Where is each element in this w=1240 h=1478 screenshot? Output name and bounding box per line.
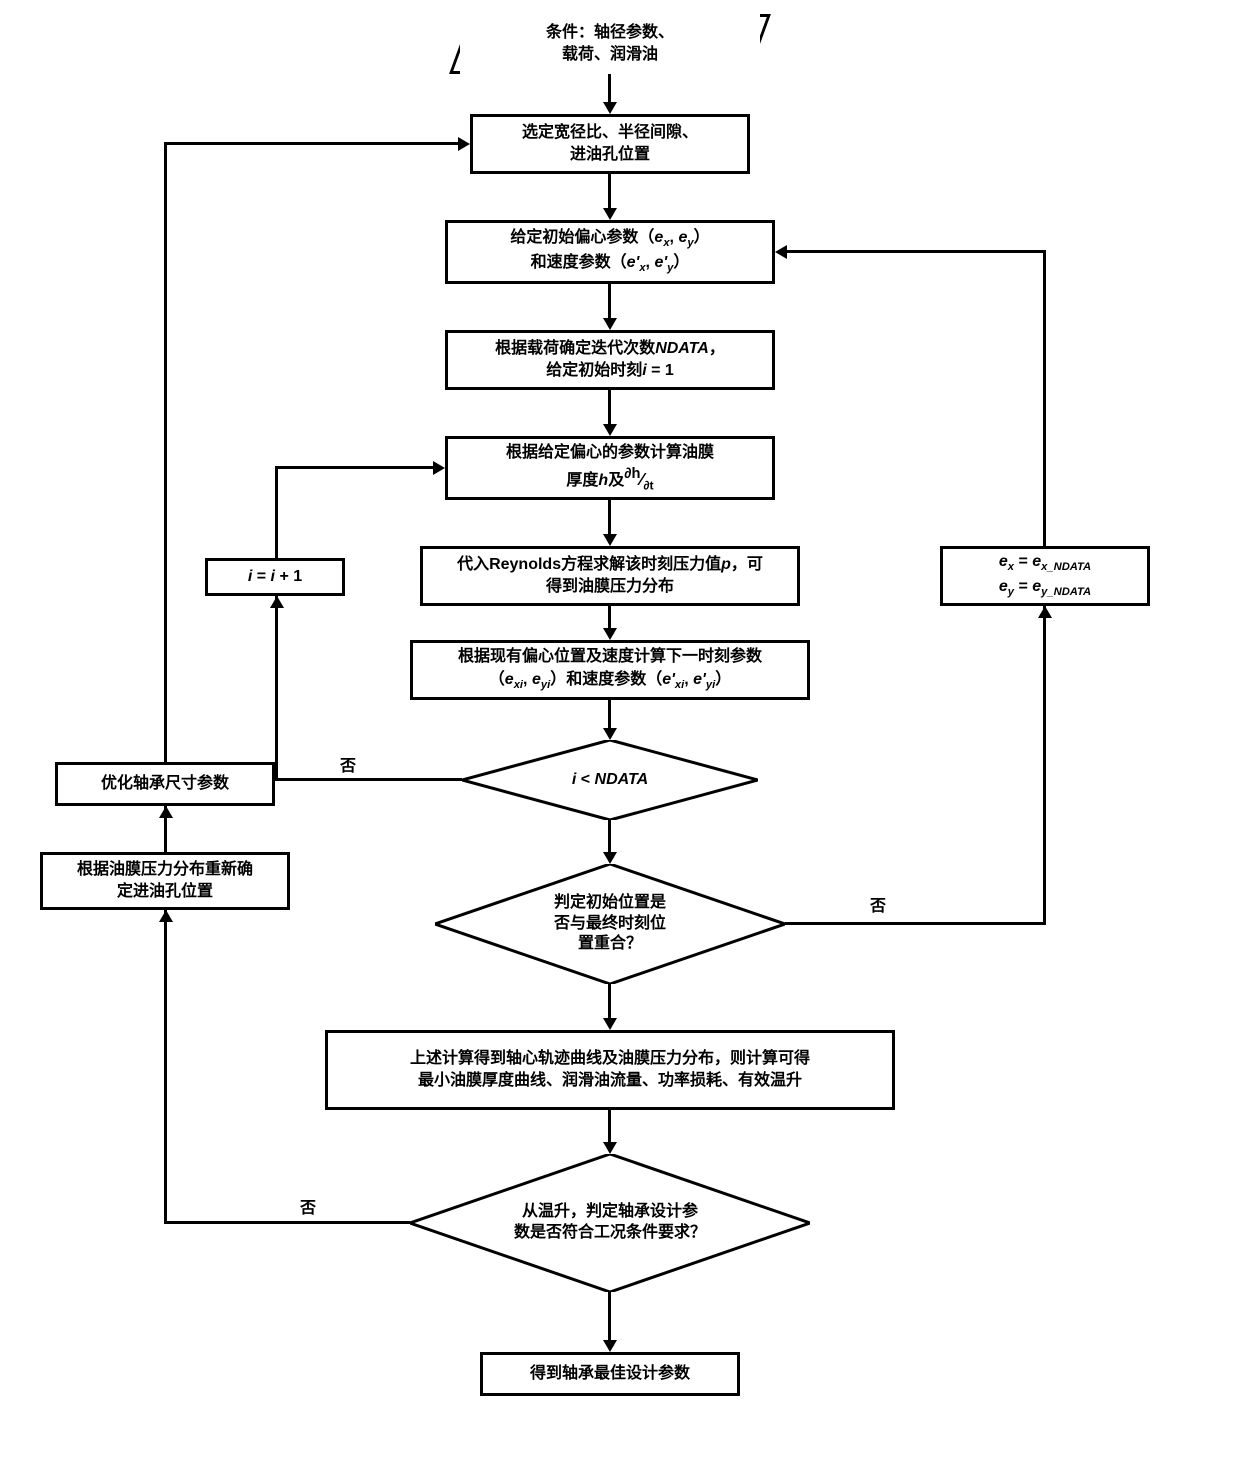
start-label: 条件：轴径参数、 载荷、润滑油	[546, 22, 674, 67]
edge	[608, 390, 611, 424]
d3-label: 从温升，判定轴承设计参 数是否符合工况条件要求？	[514, 1202, 706, 1244]
n4-label: 根据给定偏心的参数计算油膜厚度h及∂h⁄∂t	[506, 442, 714, 495]
label-no-2: 否	[870, 892, 886, 916]
arrow-icon	[603, 1142, 617, 1154]
decision-converge: 判定初始位置是 否与最终时刻位 置重合？	[435, 864, 785, 984]
edge	[785, 922, 1043, 925]
decision-ndata: i < NDATA	[462, 740, 758, 820]
start-node: 条件：轴径参数、 载荷、润滑油	[460, 14, 760, 74]
node-ndata: 根据载荷确定迭代次数NDATA，给定初始时刻i = 1	[445, 330, 775, 390]
n5-label: 代入Reynolds方程求解该时刻压力值p，可得到油膜压力分布	[457, 554, 763, 599]
edge	[1043, 250, 1046, 546]
edge	[608, 700, 611, 728]
edge	[608, 284, 611, 318]
arrow-icon	[1038, 606, 1052, 618]
n7-label: 上述计算得到轴心轨迹曲线及油膜压力分布，则计算可得 最小油膜厚度曲线、润滑油流量…	[410, 1048, 810, 1093]
edge	[164, 142, 458, 145]
decision-tempcheck: 从温升，判定轴承设计参 数是否符合工况条件要求？	[410, 1154, 810, 1292]
node-init-ecc: 给定初始偏心参数（ex, ey）和速度参数（e'x, e'y）	[445, 220, 775, 284]
label-no-3: 否	[300, 1194, 316, 1218]
arrow-icon	[603, 102, 617, 114]
arrow-icon	[603, 1340, 617, 1352]
edge	[1043, 606, 1046, 925]
node-oil-thick: 根据给定偏心的参数计算油膜厚度h及∂h⁄∂t	[445, 436, 775, 500]
arrow-icon	[603, 208, 617, 220]
n8-label: 得到轴承最佳设计参数	[530, 1363, 690, 1385]
node-reoil: 根据油膜压力分布重新确 定进油孔位置	[40, 852, 290, 910]
edge	[164, 1221, 410, 1224]
edge	[608, 74, 611, 102]
arrow-icon	[159, 806, 173, 818]
edge	[275, 778, 462, 781]
d1-label: i < NDATA	[572, 770, 648, 791]
arrow-icon	[270, 596, 284, 608]
node-optimize: 优化轴承尺寸参数	[55, 762, 275, 806]
edge	[608, 1110, 611, 1142]
node-select-params: 选定宽径比、半径间隙、 进油孔位置	[470, 114, 750, 174]
arrow-icon	[603, 728, 617, 740]
arrow-icon	[603, 852, 617, 864]
inc-label: i = i + 1	[248, 566, 302, 588]
n1-label: 选定宽径比、半径间隙、 进油孔位置	[522, 122, 698, 167]
node-final: 得到轴承最佳设计参数	[480, 1352, 740, 1396]
n3-label: 根据载荷确定迭代次数NDATA，给定初始时刻i = 1	[495, 338, 725, 383]
arrow-icon	[433, 461, 445, 475]
node-results: 上述计算得到轴心轨迹曲线及油膜压力分布，则计算可得 最小油膜厚度曲线、润滑油流量…	[325, 1030, 895, 1110]
node-reynolds: 代入Reynolds方程求解该时刻压力值p，可得到油膜压力分布	[420, 546, 800, 606]
arrow-icon	[603, 628, 617, 640]
label-no-1: 否	[340, 752, 356, 776]
node-update-e: ex = ex_NDATAey = ey_NDATA	[940, 546, 1150, 606]
arrow-icon	[458, 137, 470, 151]
edge	[608, 984, 611, 1018]
edge	[275, 466, 433, 469]
n2-label: 给定初始偏心参数（ex, ey）和速度参数（e'x, e'y）	[510, 227, 709, 277]
reoil-label: 根据油膜压力分布重新确 定进油孔位置	[77, 859, 253, 904]
edge	[608, 500, 611, 534]
arrow-icon	[603, 534, 617, 546]
arrow-icon	[159, 910, 173, 922]
edge	[608, 606, 611, 628]
arrow-icon	[775, 245, 787, 259]
edge	[164, 142, 167, 762]
node-next-params: 根据现有偏心位置及速度计算下一时刻参数（exi, eyi）和速度参数（e'xi,…	[410, 640, 810, 700]
arrow-icon	[603, 424, 617, 436]
edge	[787, 250, 1046, 253]
edge	[275, 466, 278, 558]
arrow-icon	[603, 1018, 617, 1030]
edge	[164, 910, 167, 1224]
d2-label: 判定初始位置是 否与最终时刻位 置重合？	[554, 893, 666, 955]
edge	[275, 596, 278, 781]
edge	[608, 820, 611, 852]
update-e-label: ex = ex_NDATAey = ey_NDATA	[999, 551, 1091, 601]
edge	[608, 1292, 611, 1340]
edge	[608, 174, 611, 208]
node-increment: i = i + 1	[205, 558, 345, 596]
n6-label: 根据现有偏心位置及速度计算下一时刻参数（exi, eyi）和速度参数（e'xi,…	[458, 646, 762, 693]
opt-label: 优化轴承尺寸参数	[101, 773, 229, 795]
arrow-icon	[603, 318, 617, 330]
